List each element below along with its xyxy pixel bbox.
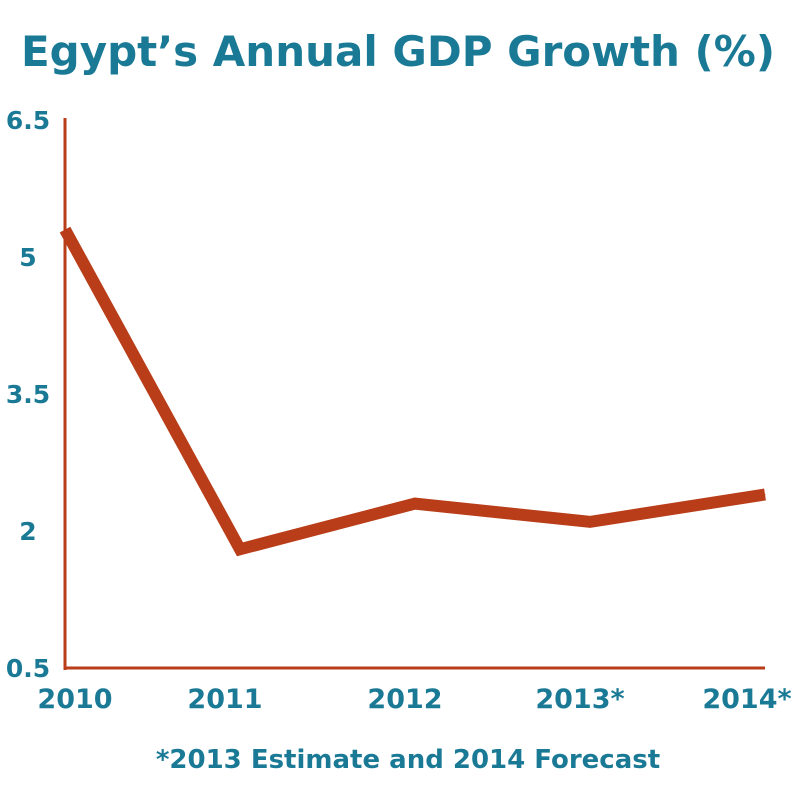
y-tick-label: 3.5	[6, 380, 50, 409]
data-point-2012	[414, 503, 416, 505]
chart-footnote: *2013 Estimate and 2014 Forecast	[156, 745, 660, 775]
x-tick-label: 2013*	[535, 684, 624, 715]
series-group	[59, 226, 766, 557]
x-tick-label: 2012	[367, 684, 442, 715]
x-tick-label: 2011	[187, 684, 262, 715]
x-tick-label: 2010	[37, 684, 112, 715]
data-point-2010	[64, 229, 66, 231]
y-tick-label: 0.5	[6, 654, 50, 683]
chart-title: Egypt’s Annual GDP Growth (%)	[21, 27, 775, 76]
series-line	[59, 226, 766, 557]
data-point-2013-star	[589, 521, 591, 523]
x-axis-tick-labels: 2010 2011 2012 2013* 2014*	[37, 684, 791, 715]
y-tick-label: 2	[19, 517, 36, 546]
data-point-2011	[239, 548, 241, 550]
x-tick-label: 2014*	[702, 684, 791, 715]
data-point-2014-star	[764, 493, 766, 495]
y-tick-label: 6.5	[6, 106, 50, 135]
y-tick-label: 5	[19, 243, 36, 272]
y-axis-tick-labels: 0.5 2 3.5 5 6.5	[6, 106, 50, 683]
